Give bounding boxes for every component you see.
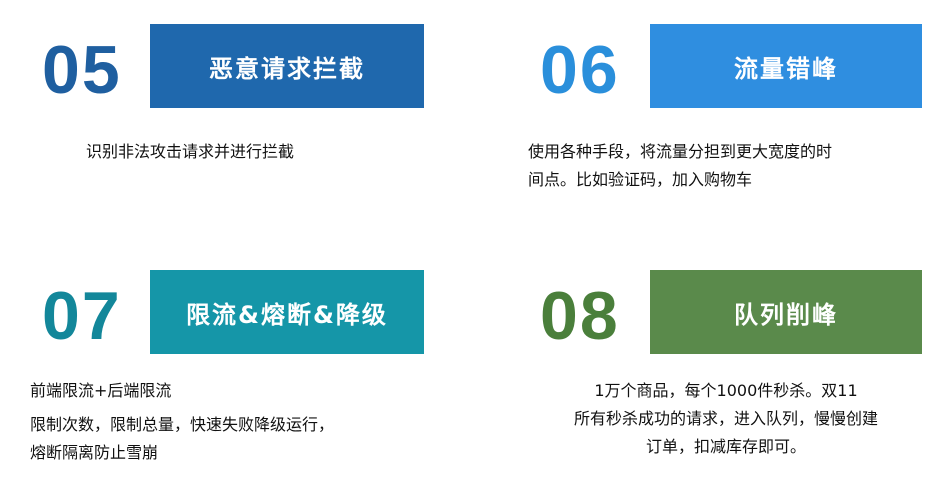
card-07-desc-line-3: 熔断隔离防止雪崩 [30,443,159,462]
card-06-desc-line-2: 间点。比如验证码，加入购物车 [528,170,753,189]
card-07-desc-line-2: 限制次数，限制总量，快速失败降级运行， [30,415,335,434]
card-05-title-banner: 恶意请求拦截 [150,24,424,108]
card-08-title: 队列削峰 [734,300,838,329]
card-07-desc-line-1: 前端限流+后端限流 [30,381,172,400]
card-05-description: 识别非法攻击请求并进行拦截 [86,138,294,166]
card-06-description: 使用各种手段，将流量分担到更大宽度的时 间点。比如验证码，加入购物车 [528,138,832,194]
card-08-desc-line-2: 所有秒杀成功的请求，进入队列，慢慢创建 [573,409,878,428]
card-08-title-banner: 队列削峰 [650,270,922,354]
card-08-number: 08 [540,278,620,354]
card-07-description: 前端限流+后端限流 限制次数，限制总量，快速失败降级运行， 熔断隔离防止雪崩 [30,377,334,467]
card-06-title-banner: 流量错峰 [650,24,922,108]
card-06-number: 06 [540,32,620,108]
card-08-description: 1万个商品，每个1000件秒杀。双11 所有秒杀成功的请求，进入队列，慢慢创建 … [526,377,926,461]
card-05-number: 05 [42,32,122,108]
card-06-title: 流量错峰 [734,54,838,83]
card-08-desc-line-1: 1万个商品，每个1000件秒杀。双11 [594,381,858,400]
card-07-title-banner: 限流&熔断&降级 [150,270,424,354]
card-08-desc-line-3: 订单，扣减库存即可。 [645,437,806,456]
card-05-desc-line-1: 识别非法攻击请求并进行拦截 [86,142,295,161]
card-07-title: 限流&熔断&降级 [186,300,388,329]
card-05-title: 恶意请求拦截 [209,54,365,83]
card-06-desc-line-1: 使用各种手段，将流量分担到更大宽度的时 [528,142,833,161]
card-07-number: 07 [42,278,122,354]
